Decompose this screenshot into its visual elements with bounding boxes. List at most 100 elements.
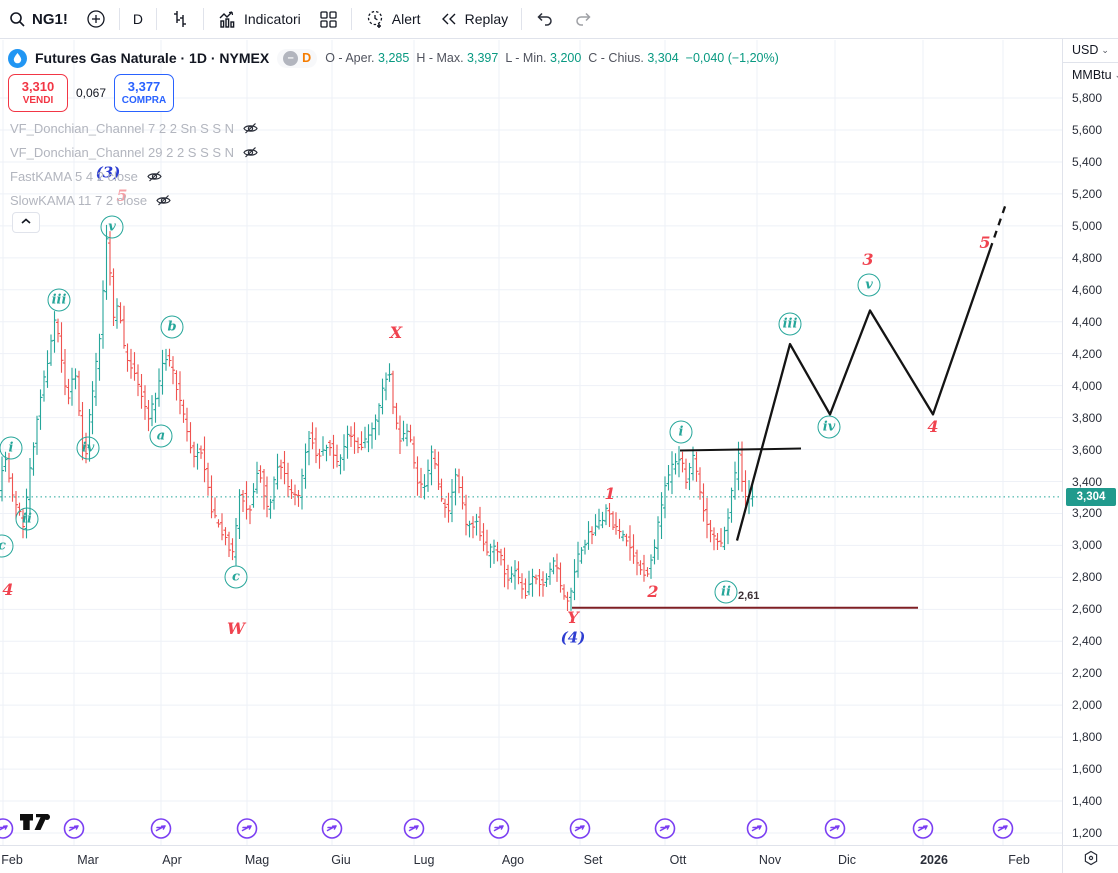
tradingview-logo[interactable] <box>20 812 54 837</box>
alert-button[interactable]: Alert <box>356 5 430 33</box>
chevron-up-icon <box>21 217 31 228</box>
price-axis-label: 5,800 <box>1072 91 1103 106</box>
month-event-marker-icon[interactable] <box>0 817 15 846</box>
price-chart-canvas[interactable] <box>0 0 1062 845</box>
time-axis-label-feb: Feb <box>1 853 23 867</box>
month-event-marker-icon[interactable] <box>320 817 344 846</box>
unit-label: MMBtu <box>1072 68 1112 82</box>
wave-projection-dashed[interactable] <box>988 203 1008 251</box>
replay-button[interactable]: Replay <box>430 5 518 33</box>
price-axis-label: 4,000 <box>1072 378 1103 393</box>
market-status-pill[interactable]: – D <box>277 48 318 68</box>
price-axis-label: 5,200 <box>1072 186 1103 201</box>
undo-button[interactable] <box>526 5 564 33</box>
price-axis-label: 1,400 <box>1072 794 1103 809</box>
grid-layout-icon <box>319 10 338 29</box>
interval-button[interactable]: D <box>124 5 152 33</box>
month-event-marker-icon[interactable] <box>745 817 769 846</box>
price-axis-label: 3,000 <box>1072 538 1103 553</box>
price-axis-label: 2,000 <box>1072 698 1103 713</box>
sell-label: VENDI <box>22 94 54 106</box>
eye-off-icon[interactable] <box>155 192 172 209</box>
price-axis-label: 1,200 <box>1072 826 1103 840</box>
indicators-label: Indicatori <box>243 11 301 27</box>
price-axis-label: 4,200 <box>1072 346 1103 361</box>
legend-collapse-button[interactable] <box>12 212 40 233</box>
toolbar-separator <box>202 8 204 30</box>
time-axis-label-dic: Dic <box>837 853 857 867</box>
price-axis-label: 2,800 <box>1072 570 1103 585</box>
plus-circle-icon <box>86 9 106 29</box>
unit-selector[interactable]: MMBtu ⌄ <box>1063 63 1118 87</box>
time-axis-label-feb: Feb <box>1008 853 1030 867</box>
legend-row-donchian-29[interactable]: VF_Donchian_Channel 29 2 2 S S S N <box>10 140 259 164</box>
breakout-line[interactable] <box>679 447 802 452</box>
eye-off-icon[interactable] <box>146 168 163 185</box>
price-axis-label: 2,600 <box>1072 602 1103 617</box>
last-price-badge: 3,304 <box>1066 487 1116 506</box>
time-axis-label-nov: Nov <box>758 853 782 867</box>
currency-selector[interactable]: USD ⌄ <box>1063 38 1118 63</box>
legend-row-fastkama[interactable]: FastKAMA 5 4 2 close <box>10 164 259 188</box>
month-event-marker-icon[interactable] <box>62 817 86 846</box>
month-event-marker-icon[interactable] <box>823 817 847 846</box>
high-value: 3,397 <box>467 51 499 65</box>
symbol-logo-gas-icon <box>8 48 27 68</box>
time-axis-label-giu: Giu <box>331 853 351 867</box>
market-session-badge: D <box>302 51 312 65</box>
symbol-name: NG1! <box>32 10 68 28</box>
close-label: C - Chius. <box>588 51 644 65</box>
price-axis-label: 3,800 <box>1072 410 1103 425</box>
symbol-search-button[interactable]: NG1! <box>0 5 77 33</box>
legend-text: FastKAMA 5 4 2 close <box>10 168 138 184</box>
month-event-marker-icon[interactable] <box>402 817 426 846</box>
legend-row-slowkama[interactable]: SlowKAMA 11 7 2 close <box>10 188 259 212</box>
axis-settings-corner[interactable] <box>1062 846 1118 873</box>
time-axis-label-ott: Ott <box>669 853 687 867</box>
month-event-marker-icon[interactable] <box>149 817 173 846</box>
price-axis-header: USD ⌄ MMBtu ⌄ <box>1063 38 1118 87</box>
price-axis-label: 1,800 <box>1072 730 1103 745</box>
sell-button[interactable]: 3,310 VENDI <box>8 74 68 112</box>
legend-row-donchian-7[interactable]: VF_Donchian_Channel 7 2 2 Sn S S N <box>10 116 259 140</box>
price-axis-label: 4,800 <box>1072 250 1103 265</box>
legend-text: VF_Donchian_Channel 29 2 2 S S S N <box>10 144 235 160</box>
market-closed-icon: – <box>283 50 299 66</box>
low-value: 3,200 <box>550 51 582 65</box>
toolbar-separator <box>521 8 523 30</box>
redo-button[interactable] <box>564 5 602 33</box>
replay-rewind-icon <box>439 9 459 29</box>
sell-price: 3,310 <box>21 79 55 95</box>
eye-off-icon[interactable] <box>242 144 259 161</box>
indicator-legend: VF_Donchian_Channel 7 2 2 Sn S S N VF_Do… <box>10 116 259 212</box>
price-axis-label: 3,200 <box>1072 506 1103 521</box>
wave-projection-path[interactable] <box>735 249 992 541</box>
close-value: 3,304 <box>647 51 679 65</box>
time-axis[interactable]: Feb Mar Apr Mag Giu Lug Ago Set Ott Nov Dic 2026 Feb <box>0 845 1118 873</box>
symbol-title[interactable]: Futures Gas Naturale · 1D · NYMEX <box>35 50 270 66</box>
time-axis-label-mag: Mag <box>244 853 270 867</box>
eye-off-icon[interactable] <box>242 120 259 137</box>
month-event-marker-icon[interactable] <box>653 817 677 846</box>
templates-button[interactable] <box>310 5 347 33</box>
buy-button[interactable]: 3,377 COMPRA <box>114 74 175 112</box>
time-axis-label-set: Set <box>583 853 603 867</box>
month-event-marker-icon[interactable] <box>568 817 592 846</box>
alert-label: Alert <box>391 11 421 27</box>
price-axis[interactable]: USD ⌄ MMBtu ⌄ 5,800 5,600 5,400 5,200 5,000 4… <box>1062 38 1118 845</box>
price-axis-label: 1,600 <box>1072 762 1103 777</box>
month-event-marker-icon[interactable] <box>911 817 935 846</box>
month-event-marker-icon[interactable] <box>991 817 1015 846</box>
month-event-marker-icon[interactable] <box>235 817 259 846</box>
toolbar-separator <box>118 8 120 30</box>
indicators-button[interactable]: Indicatori <box>208 5 310 33</box>
price-axis-label: 2,400 <box>1072 634 1103 649</box>
time-axis-label-lug: Lug <box>413 853 435 867</box>
trade-panel: 3,310 VENDI 0,067 3,377 COMPRA <box>8 74 175 112</box>
ohlc-bars <box>0 224 755 611</box>
month-event-marker-icon[interactable] <box>487 817 511 846</box>
buy-label: COMPRA <box>121 94 167 106</box>
compare-add-button[interactable] <box>77 5 115 33</box>
chart-style-button[interactable] <box>161 5 199 33</box>
